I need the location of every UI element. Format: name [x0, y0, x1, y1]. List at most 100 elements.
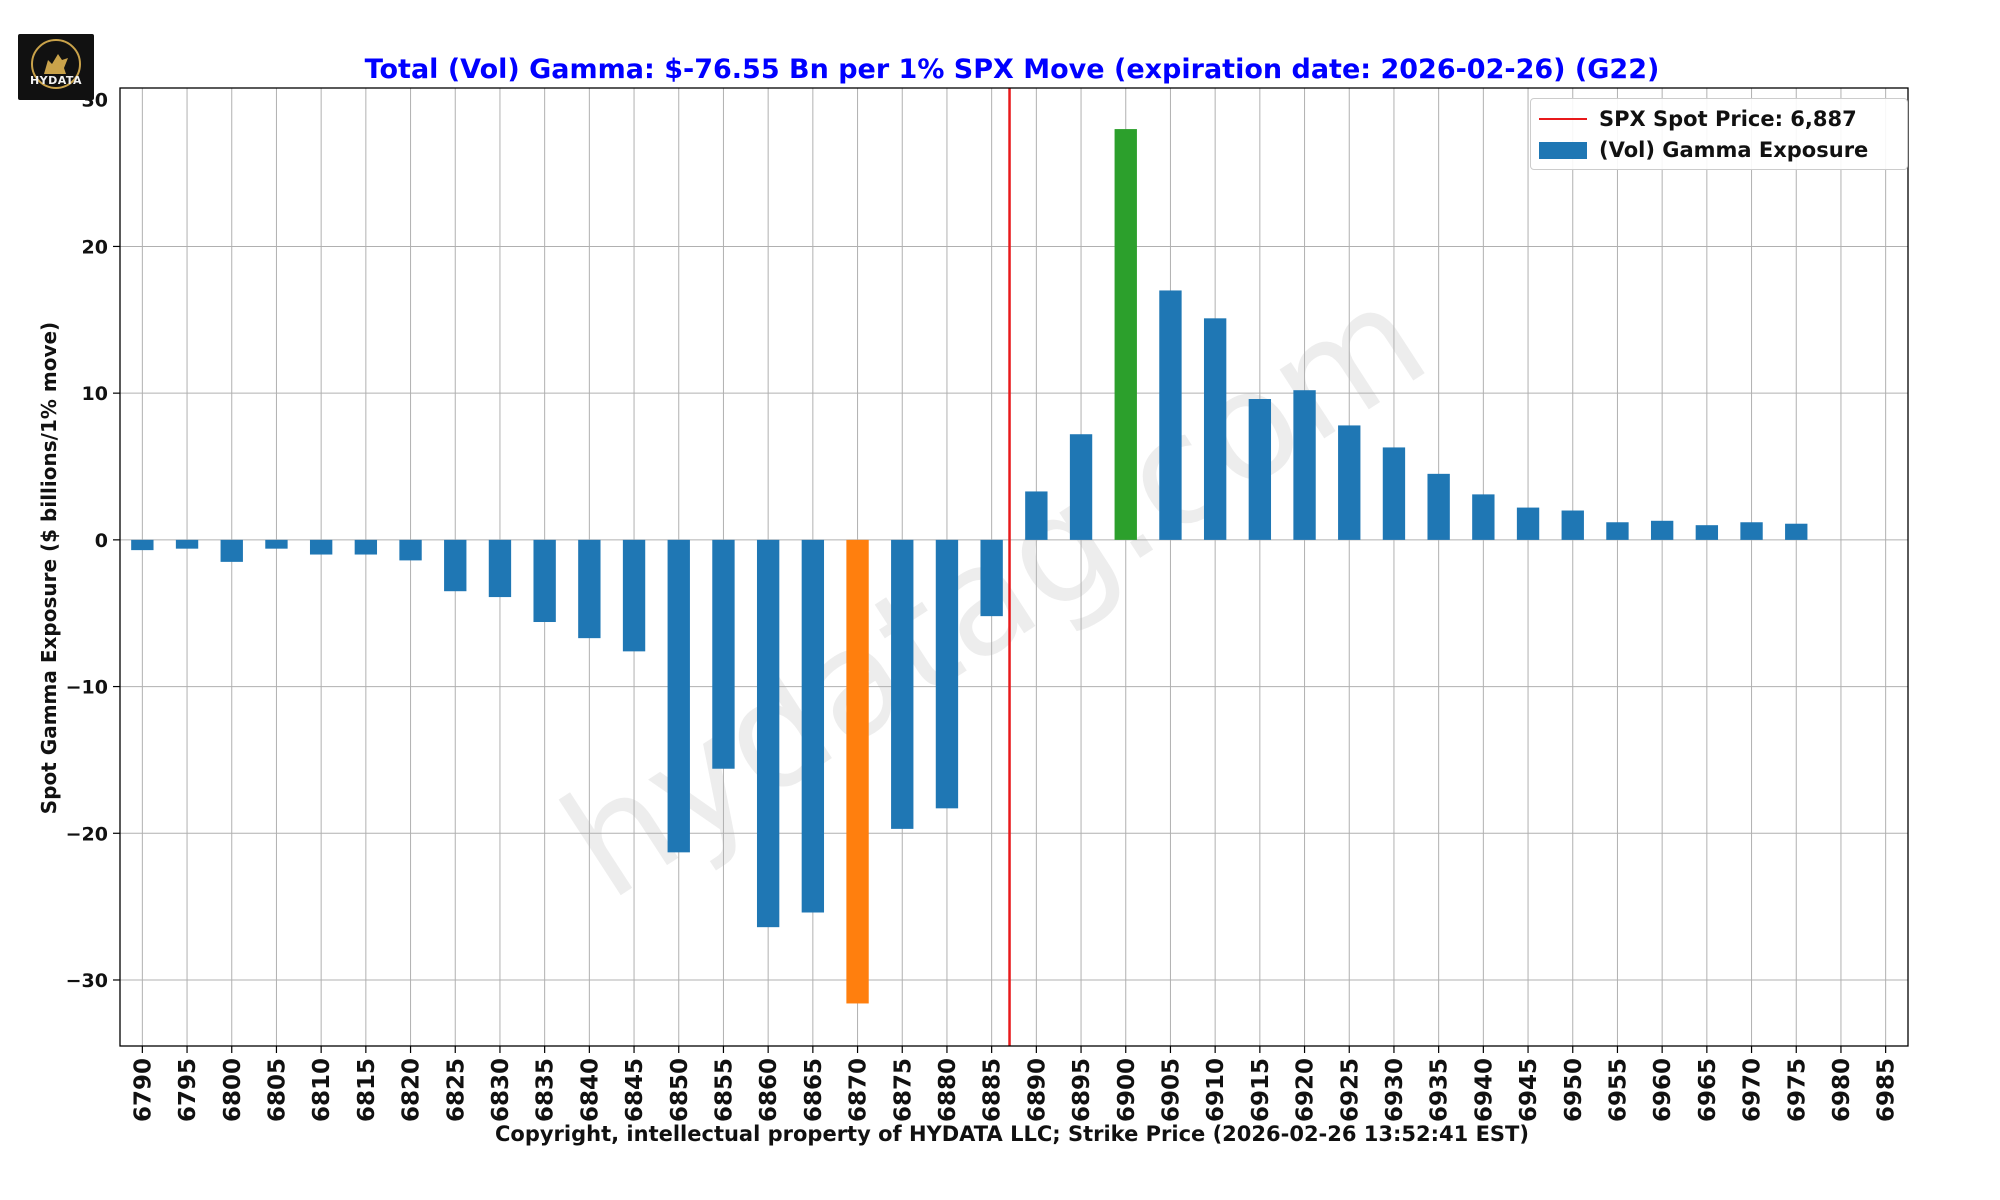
x-tick-label: 6875	[890, 1058, 916, 1122]
bar-6805	[265, 539, 288, 549]
x-tick-label: 6940	[1471, 1058, 1497, 1122]
x-tick-label: 6965	[1695, 1058, 1721, 1122]
bar-6920	[1293, 390, 1316, 540]
logo-text: HYDATA	[29, 74, 83, 87]
x-tick-label: 6970	[1740, 1058, 1766, 1122]
bar-6945	[1516, 507, 1540, 540]
bar-6815	[354, 539, 378, 555]
x-tick-label: 6890	[1024, 1058, 1050, 1122]
x-tick-label: 6820	[399, 1058, 425, 1122]
bar-6865	[801, 539, 825, 913]
x-tick-label: 6945	[1516, 1058, 1542, 1122]
bar-6840	[578, 539, 601, 639]
bar-6875	[891, 539, 914, 829]
wolf-icon	[31, 39, 81, 89]
y-axis-label: Spot Gamma Exposure ($ billions/1% move)	[37, 322, 61, 814]
x-tick-label: 6850	[667, 1058, 693, 1122]
bar-6900	[1114, 129, 1137, 540]
y-tick-label: 10	[82, 383, 108, 405]
x-tick-label: 6795	[175, 1058, 201, 1122]
bar-6860	[756, 539, 780, 928]
x-tick-label: 6975	[1784, 1058, 1810, 1122]
bar-6975	[1785, 523, 1808, 540]
bar-6825	[444, 539, 467, 592]
x-tick-label: 6885	[980, 1058, 1006, 1122]
bar-6930	[1382, 447, 1406, 540]
x-tick-label: 6870	[846, 1058, 872, 1122]
x-axis-label: Copyright, intellectual property of HYDA…	[495, 1122, 1529, 1146]
bar-6905	[1159, 290, 1182, 540]
legend-label-spot: SPX Spot Price: 6,887	[1599, 107, 1857, 131]
legend-bar-swatch	[1539, 142, 1587, 159]
legend-entry-spot: SPX Spot Price: 6,887	[1531, 103, 1907, 135]
bar-6835	[533, 539, 556, 623]
y-tick-label: 0	[95, 530, 108, 552]
x-tick-label: 6810	[309, 1058, 335, 1122]
x-tick-label: 6915	[1248, 1058, 1274, 1122]
x-tick-label: 6925	[1337, 1058, 1363, 1122]
x-tick-label: 6980	[1829, 1058, 1855, 1122]
bar-6970	[1740, 522, 1763, 540]
x-tick-label: 6860	[756, 1058, 782, 1122]
bar-6925	[1338, 425, 1361, 540]
x-tick-label: 6950	[1561, 1058, 1587, 1122]
x-tick-label: 6830	[488, 1058, 514, 1122]
bar-6800	[220, 539, 243, 562]
chart-title: Total (Vol) Gamma: $-76.55 Bn per 1% SPX…	[365, 54, 1660, 85]
bar-6885	[980, 539, 1003, 617]
bar-6960	[1650, 520, 1674, 540]
y-tick-label: 20	[82, 236, 108, 258]
x-tick-label: 6955	[1605, 1058, 1631, 1122]
y-tick-label: −30	[66, 970, 108, 992]
bar-6795	[175, 539, 199, 549]
x-tick-label: 6805	[264, 1058, 290, 1122]
bar-6940	[1472, 494, 1495, 540]
axes-frame	[119, 87, 1909, 1047]
x-tick-label: 6815	[354, 1058, 380, 1122]
bar-6895	[1069, 434, 1093, 540]
x-tick-label: 6825	[443, 1058, 469, 1122]
bar-6965	[1695, 525, 1719, 540]
bar-6855	[712, 539, 735, 769]
x-tick-label: 6930	[1382, 1058, 1408, 1122]
bar-6820	[399, 539, 422, 561]
x-tick-label: 6900	[1114, 1058, 1140, 1122]
bar-6915	[1248, 399, 1272, 540]
x-tick-label: 6790	[130, 1058, 156, 1122]
legend-label-gamma: (Vol) Gamma Exposure	[1599, 138, 1869, 162]
legend-entry-gamma: (Vol) Gamma Exposure	[1531, 134, 1907, 166]
x-tick-label: 6905	[1158, 1058, 1184, 1122]
x-tick-label: 6845	[622, 1058, 648, 1122]
y-tick-label: −10	[66, 677, 108, 699]
bar-6935	[1427, 473, 1450, 540]
x-tick-label: 6855	[711, 1058, 737, 1122]
x-tick-label: 6800	[220, 1058, 246, 1122]
x-tick-label: 6895	[1069, 1058, 1095, 1122]
bar-6950	[1561, 510, 1584, 540]
bar-6955	[1606, 522, 1629, 540]
x-tick-label: 6935	[1427, 1058, 1453, 1122]
x-tick-label: 6910	[1203, 1058, 1229, 1122]
bar-6845	[622, 539, 646, 652]
bar-6880	[935, 539, 959, 809]
x-tick-label: 6960	[1650, 1058, 1676, 1122]
bar-6810	[309, 539, 333, 555]
legend-line-swatch	[1539, 118, 1587, 120]
x-tick-label: 6865	[801, 1058, 827, 1122]
x-tick-label: 6985	[1874, 1058, 1900, 1122]
x-tick-label: 6920	[1293, 1058, 1319, 1122]
x-tick-label: 6880	[935, 1058, 961, 1122]
y-tick-label: −20	[66, 823, 108, 845]
bar-6890	[1025, 491, 1048, 540]
bar-6870	[846, 539, 869, 1004]
x-tick-label: 6835	[533, 1058, 559, 1122]
hydata-logo: HYDATA	[18, 34, 94, 100]
legend: SPX Spot Price: 6,887 (Vol) Gamma Exposu…	[1530, 98, 1908, 170]
bar-6850	[667, 539, 690, 853]
bar-6790	[131, 539, 154, 551]
bar-6830	[488, 539, 512, 598]
x-tick-label: 6840	[577, 1058, 603, 1122]
bar-6910	[1203, 318, 1227, 540]
